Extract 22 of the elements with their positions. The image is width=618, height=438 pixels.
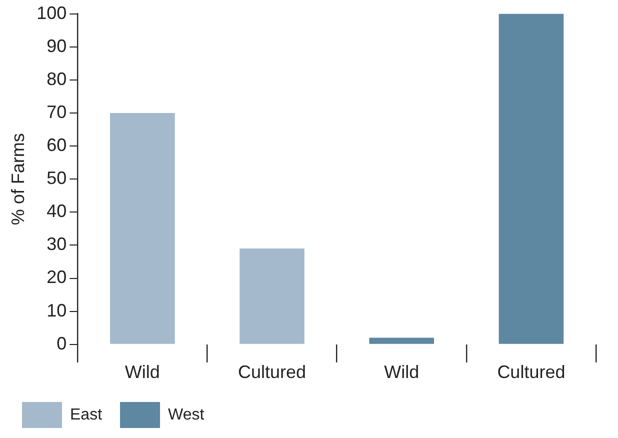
x-tick-label: Wild (124, 362, 160, 382)
y-tick-label: 60 (46, 135, 67, 156)
y-tick-label: 0 (56, 333, 67, 354)
y-tick-label: 80 (46, 68, 67, 89)
y-tick-label: 90 (46, 36, 67, 56)
x-tick-label: Cultured (238, 362, 306, 382)
bar (369, 338, 434, 344)
y-tick-label: 40 (46, 201, 67, 222)
x-tick-label: Cultured (497, 362, 566, 382)
y-tick-label: 70 (46, 102, 67, 122)
y-tick-label: 50 (46, 168, 67, 188)
bar (498, 14, 564, 344)
legend-label: West (168, 406, 205, 424)
x-tick-label: Wild (384, 362, 420, 382)
y-tick-label: 30 (46, 234, 67, 254)
y-tick-label: 100 (36, 2, 67, 23)
bar (110, 112, 175, 344)
y-tick-label: 20 (46, 267, 67, 288)
legend-label: East (70, 406, 103, 424)
y-axis-title: % of Farms (8, 133, 28, 226)
y-tick-label: 10 (46, 300, 67, 320)
bar (240, 248, 304, 344)
